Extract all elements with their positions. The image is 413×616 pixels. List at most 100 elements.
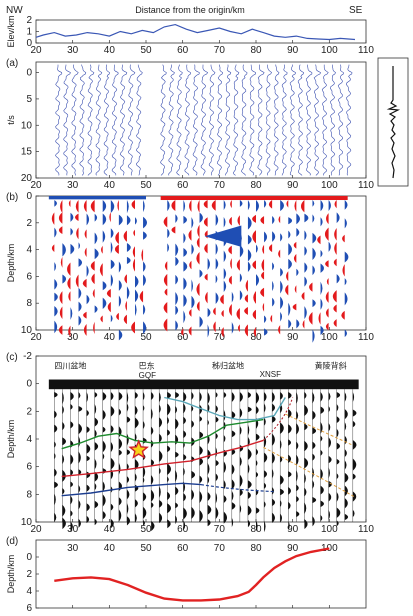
- wiggle-lobe: [288, 454, 292, 464]
- wiggle-lobe: [304, 230, 307, 241]
- wiggle-lobe: [318, 312, 321, 325]
- wiggle-lobe: [207, 462, 210, 476]
- wiggle-lobe: [296, 423, 299, 435]
- wiggle-lobe: [312, 232, 317, 244]
- wiggle-lobe: [94, 248, 99, 260]
- wiggle-lobe: [94, 482, 97, 491]
- wiggle-lobe: [215, 292, 219, 304]
- wiggle-lobe: [102, 213, 107, 226]
- wiggle-lobe: [312, 391, 315, 404]
- wiggle-lobe: [189, 309, 192, 317]
- wiggle-lobe: [312, 329, 315, 343]
- x-tick-label: 50: [140, 543, 152, 554]
- wiggle-lobe: [70, 454, 74, 465]
- rf-trace: [71, 64, 79, 176]
- wiggle-lobe: [58, 212, 63, 224]
- wiggle-lobe: [342, 264, 345, 277]
- wiggle-lobe: [215, 391, 218, 398]
- wiggle-lobe: [247, 463, 250, 474]
- wiggle-lobe: [135, 405, 138, 416]
- wiggle-lobe: [102, 440, 106, 453]
- wiggle-lobe: [62, 391, 64, 405]
- wiggle-lobe: [118, 449, 122, 456]
- wiggle-lobe: [94, 213, 98, 222]
- wiggle-lobe: [118, 295, 122, 307]
- wiggle-lobe: [332, 290, 337, 303]
- wiggle-lobe: [132, 246, 135, 258]
- wiggle-lobe: [110, 259, 115, 270]
- wiggle-lobe: [151, 426, 154, 435]
- wiggle-lobe: [191, 391, 194, 400]
- x-tick-label: 70: [214, 332, 226, 343]
- wiggle-lobe: [183, 430, 187, 439]
- y-tick-label: 10: [21, 517, 33, 528]
- wiggle-lobe: [215, 460, 219, 467]
- y-axis-label: t/s: [6, 115, 16, 125]
- x-tick-label: 90: [287, 45, 299, 56]
- wiggle-lobe: [102, 297, 107, 309]
- wiggle-lobe: [237, 215, 240, 226]
- fault-dashed-orange: [263, 446, 356, 498]
- region-label: 巴东: [139, 360, 155, 370]
- wiggle-lobe: [91, 273, 95, 285]
- wiggle-lobe: [51, 212, 55, 225]
- wiggle-lobe: [175, 515, 178, 525]
- wiggle-lobe: [312, 410, 316, 420]
- wiggle-lobe: [175, 418, 179, 430]
- wiggle-lobe: [334, 242, 337, 255]
- wiggle-lobe: [288, 471, 292, 478]
- wiggle-lobe: [320, 421, 323, 434]
- wiggle-lobe: [58, 325, 63, 335]
- wiggle-lobe: [264, 435, 267, 448]
- wiggle-lobe: [294, 285, 297, 294]
- wiggle-lobe: [336, 442, 340, 450]
- wiggle-lobe: [253, 291, 256, 304]
- wiggle-lobe: [199, 212, 203, 223]
- wiggle-lobe: [143, 304, 146, 315]
- wiggle-lobe: [256, 471, 259, 478]
- x-tick-label: 90: [287, 543, 299, 554]
- x-tick-label: 60: [177, 524, 189, 535]
- x-tick-label: 40: [104, 543, 116, 554]
- wiggle-lobe: [207, 476, 210, 484]
- wiggle-lobe: [199, 431, 204, 439]
- wiggle-lobe: [256, 488, 259, 496]
- wiggle-lobe: [62, 488, 65, 495]
- x-tick-label: 70: [214, 45, 226, 56]
- wiggle-lobe: [256, 274, 260, 287]
- wiggle-lobe: [231, 322, 234, 334]
- wiggle-lobe: [286, 271, 289, 282]
- wavelet-trace: [386, 66, 401, 179]
- wiggle-lobe: [231, 391, 235, 402]
- rf-trace: [265, 64, 273, 176]
- wiggle-lobe: [304, 519, 308, 530]
- wiggle-lobe: [110, 241, 113, 254]
- wiggle-lobe: [183, 520, 186, 531]
- wiggle-lobe: [94, 500, 99, 509]
- strong-reflector: [204, 225, 242, 247]
- wiggle-lobe: [223, 200, 226, 210]
- wiggle-lobe: [334, 227, 337, 241]
- region-label: 四川盆地: [54, 360, 86, 370]
- wiggle-lobe: [256, 200, 259, 212]
- wiggle-lobe: [188, 326, 192, 336]
- wiggle-lobe: [86, 213, 90, 226]
- wiggle-lobe: [70, 403, 73, 410]
- interface-red: [61, 439, 264, 478]
- wiggle-lobe: [78, 485, 81, 493]
- wiggle-lobe: [244, 294, 248, 303]
- wiggle-lobe: [272, 391, 275, 403]
- wiggle-lobe: [320, 325, 324, 335]
- wiggle-lobe: [264, 200, 267, 208]
- x-tick-label: 100: [321, 524, 338, 535]
- wiggle-lobe: [231, 517, 234, 528]
- x-tick-label: 50: [140, 524, 152, 535]
- wiggle-lobe: [213, 307, 216, 316]
- wiggle-lobe: [54, 424, 58, 433]
- wiggle-lobe: [126, 403, 129, 412]
- wiggle-lobe: [68, 325, 71, 337]
- wiggle-lobe: [191, 470, 196, 479]
- wiggle-lobe: [196, 237, 200, 248]
- wiggle-lobe: [135, 275, 139, 288]
- region-label: 黄陵背斜: [315, 360, 347, 370]
